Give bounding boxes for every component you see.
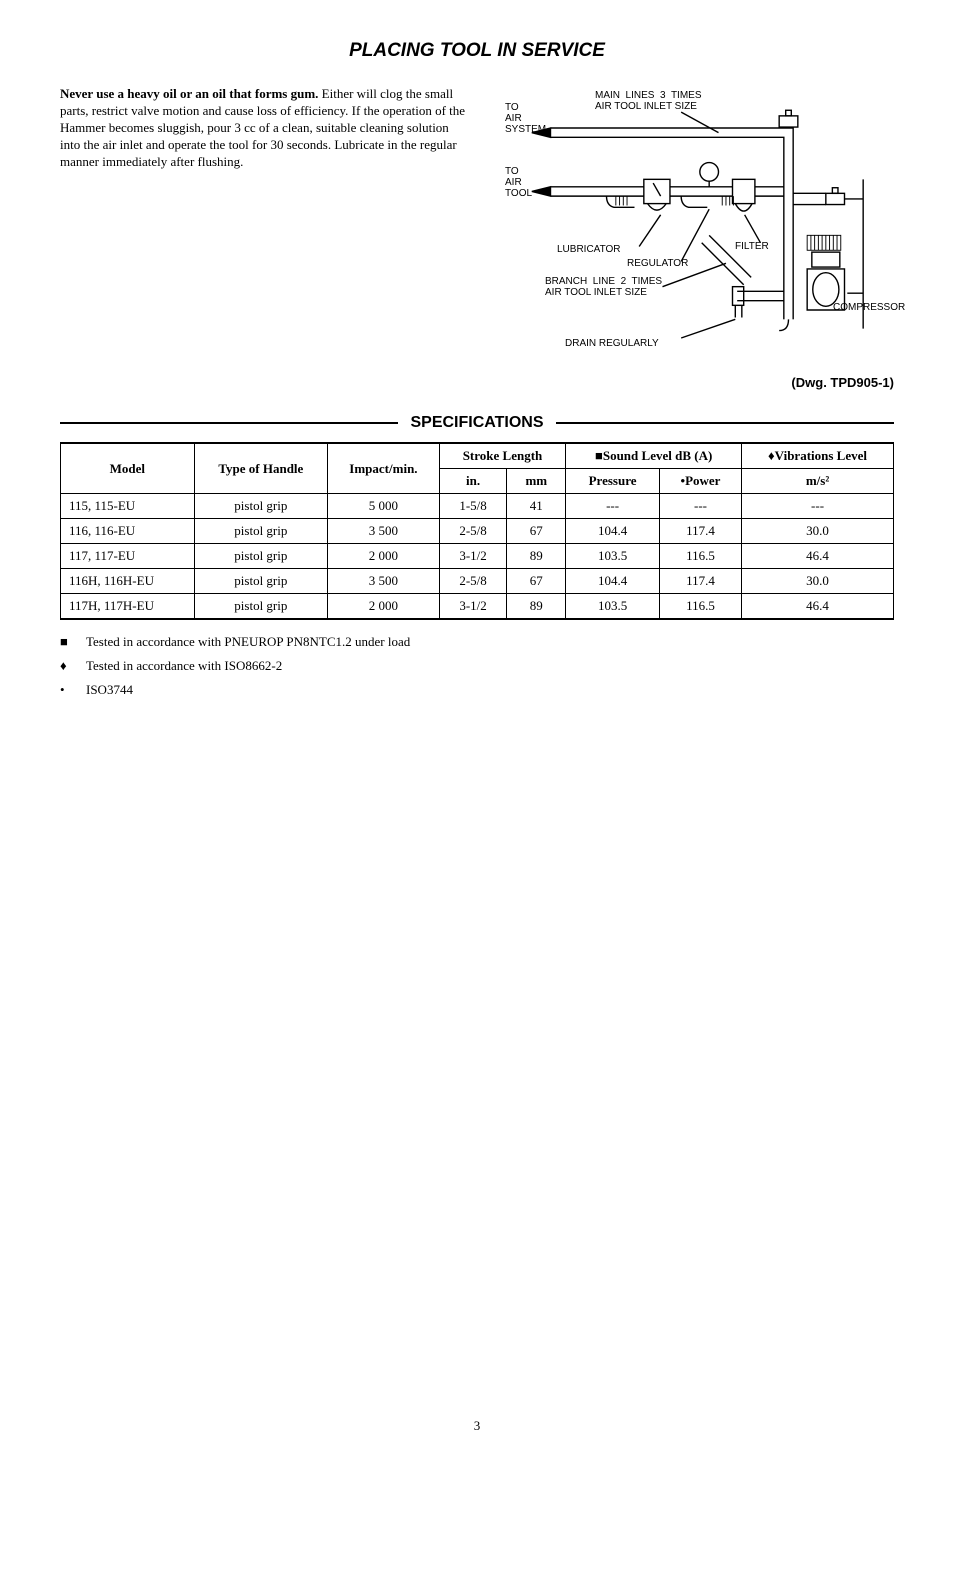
th-in: in.: [439, 469, 507, 494]
page-title: PLACING TOOL IN SERVICE: [60, 40, 894, 62]
footnote-marker: ♦: [60, 658, 86, 674]
cell-in: 2-5/8: [439, 519, 507, 544]
cell-impact: 3 500: [328, 569, 440, 594]
th-handle: Type of Handle: [194, 443, 328, 494]
cell-in: 3-1/2: [439, 594, 507, 620]
specifications-heading: SPECIFICATIONS: [398, 414, 555, 432]
air-system-diagram: TO AIR SYSTEM MAIN LINES 3 TIMES AIR TOO…: [487, 86, 894, 390]
footnote-row: ♦ Tested in accordance with ISO8662-2: [60, 658, 894, 674]
label-main-lines: MAIN LINES 3 TIMES AIR TOOL INLET SIZE: [595, 90, 702, 112]
th-vib: ♦Vibrations Level: [742, 443, 894, 469]
cell-impact: 2 000: [328, 594, 440, 620]
footnote-text: ISO3744: [86, 682, 133, 698]
cell-handle: pistol grip: [194, 544, 328, 569]
th-ms2: m/s²: [742, 469, 894, 494]
specifications-heading-row: SPECIFICATIONS: [60, 414, 894, 432]
cell-pressure: 104.4: [566, 569, 660, 594]
cell-handle: pistol grip: [194, 594, 328, 620]
table-row: 116H, 116H-EU pistol grip 3 500 2-5/8 67…: [61, 569, 894, 594]
footnote-marker: ■: [60, 634, 86, 650]
piping-diagram-svg: [487, 86, 894, 366]
cell-vib: 46.4: [742, 544, 894, 569]
cell-vib: 30.0: [742, 569, 894, 594]
cell-impact: 5 000: [328, 494, 440, 519]
table-row: 115, 115-EU pistol grip 5 000 1-5/8 41 -…: [61, 494, 894, 519]
th-stroke: Stroke Length: [439, 443, 565, 469]
label-regulator: REGULATOR: [627, 258, 688, 269]
th-pressure: Pressure: [566, 469, 660, 494]
cell-pressure: 103.5: [566, 544, 660, 569]
cell-pressure: 104.4: [566, 519, 660, 544]
cell-in: 3-1/2: [439, 544, 507, 569]
heading-rule-left: [60, 422, 398, 424]
footnote-row: ■ Tested in accordance with PNEUROP PN8N…: [60, 634, 894, 650]
cell-pressure: 103.5: [566, 594, 660, 620]
specifications-table: Model Type of Handle Impact/min. Stroke …: [60, 442, 894, 620]
cell-mm: 89: [507, 544, 566, 569]
cell-power: ---: [659, 494, 741, 519]
cell-handle: pistol grip: [194, 519, 328, 544]
cell-handle: pistol grip: [194, 494, 328, 519]
th-mm: mm: [507, 469, 566, 494]
cell-pressure: ---: [566, 494, 660, 519]
cell-power: 116.5: [659, 544, 741, 569]
cell-model: 117H, 117H-EU: [61, 594, 195, 620]
th-model: Model: [61, 443, 195, 494]
footnote-text: Tested in accordance with ISO8662-2: [86, 658, 282, 674]
table-row: 117H, 117H-EU pistol grip 2 000 3-1/2 89…: [61, 594, 894, 620]
footnote-row: • ISO3744: [60, 682, 894, 698]
paragraph-bold: Never use a heavy oil or an oil that for…: [60, 86, 318, 101]
cell-impact: 3 500: [328, 519, 440, 544]
cell-mm: 89: [507, 594, 566, 620]
cell-model: 116H, 116H-EU: [61, 569, 195, 594]
label-filter: FILTER: [735, 241, 769, 252]
cell-in: 2-5/8: [439, 569, 507, 594]
cell-mm: 67: [507, 569, 566, 594]
service-paragraph: Never use a heavy oil or an oil that for…: [60, 86, 467, 390]
label-branch-line: BRANCH LINE 2 TIMES AIR TOOL INLET SIZE: [545, 276, 662, 298]
cell-vib: ---: [742, 494, 894, 519]
th-power: •Power: [659, 469, 741, 494]
cell-model: 115, 115-EU: [61, 494, 195, 519]
cell-impact: 2 000: [328, 544, 440, 569]
label-drain: DRAIN REGULARLY: [565, 338, 659, 349]
heading-rule-right: [556, 422, 894, 424]
cell-model: 117, 117-EU: [61, 544, 195, 569]
cell-model: 116, 116-EU: [61, 519, 195, 544]
page-number: 3: [60, 1418, 894, 1434]
cell-power: 117.4: [659, 519, 741, 544]
footnotes: ■ Tested in accordance with PNEUROP PN8N…: [60, 634, 894, 698]
label-lubricator: LUBRICATOR: [557, 244, 621, 255]
cell-power: 117.4: [659, 569, 741, 594]
cell-power: 116.5: [659, 594, 741, 620]
specifications-tbody: 115, 115-EU pistol grip 5 000 1-5/8 41 -…: [61, 494, 894, 620]
cell-mm: 41: [507, 494, 566, 519]
diagram-canvas: TO AIR SYSTEM MAIN LINES 3 TIMES AIR TOO…: [487, 86, 894, 371]
label-to-air-tool: TO AIR TOOL: [505, 166, 532, 199]
label-compressor: COMPRESSOR: [833, 302, 905, 313]
th-sound: ■Sound Level dB (A): [566, 443, 742, 469]
footnote-marker: •: [60, 682, 86, 698]
cell-vib: 46.4: [742, 594, 894, 620]
cell-vib: 30.0: [742, 519, 894, 544]
cell-in: 1-5/8: [439, 494, 507, 519]
table-row: 116, 116-EU pistol grip 3 500 2-5/8 67 1…: [61, 519, 894, 544]
cell-mm: 67: [507, 519, 566, 544]
th-impact: Impact/min.: [328, 443, 440, 494]
table-row: 117, 117-EU pistol grip 2 000 3-1/2 89 1…: [61, 544, 894, 569]
top-content-row: Never use a heavy oil or an oil that for…: [60, 86, 894, 390]
diagram-caption: (Dwg. TPD905-1): [487, 375, 894, 390]
cell-handle: pistol grip: [194, 569, 328, 594]
label-to-air-system: TO AIR SYSTEM: [505, 102, 546, 135]
footnote-text: Tested in accordance with PNEUROP PN8NTC…: [86, 634, 410, 650]
